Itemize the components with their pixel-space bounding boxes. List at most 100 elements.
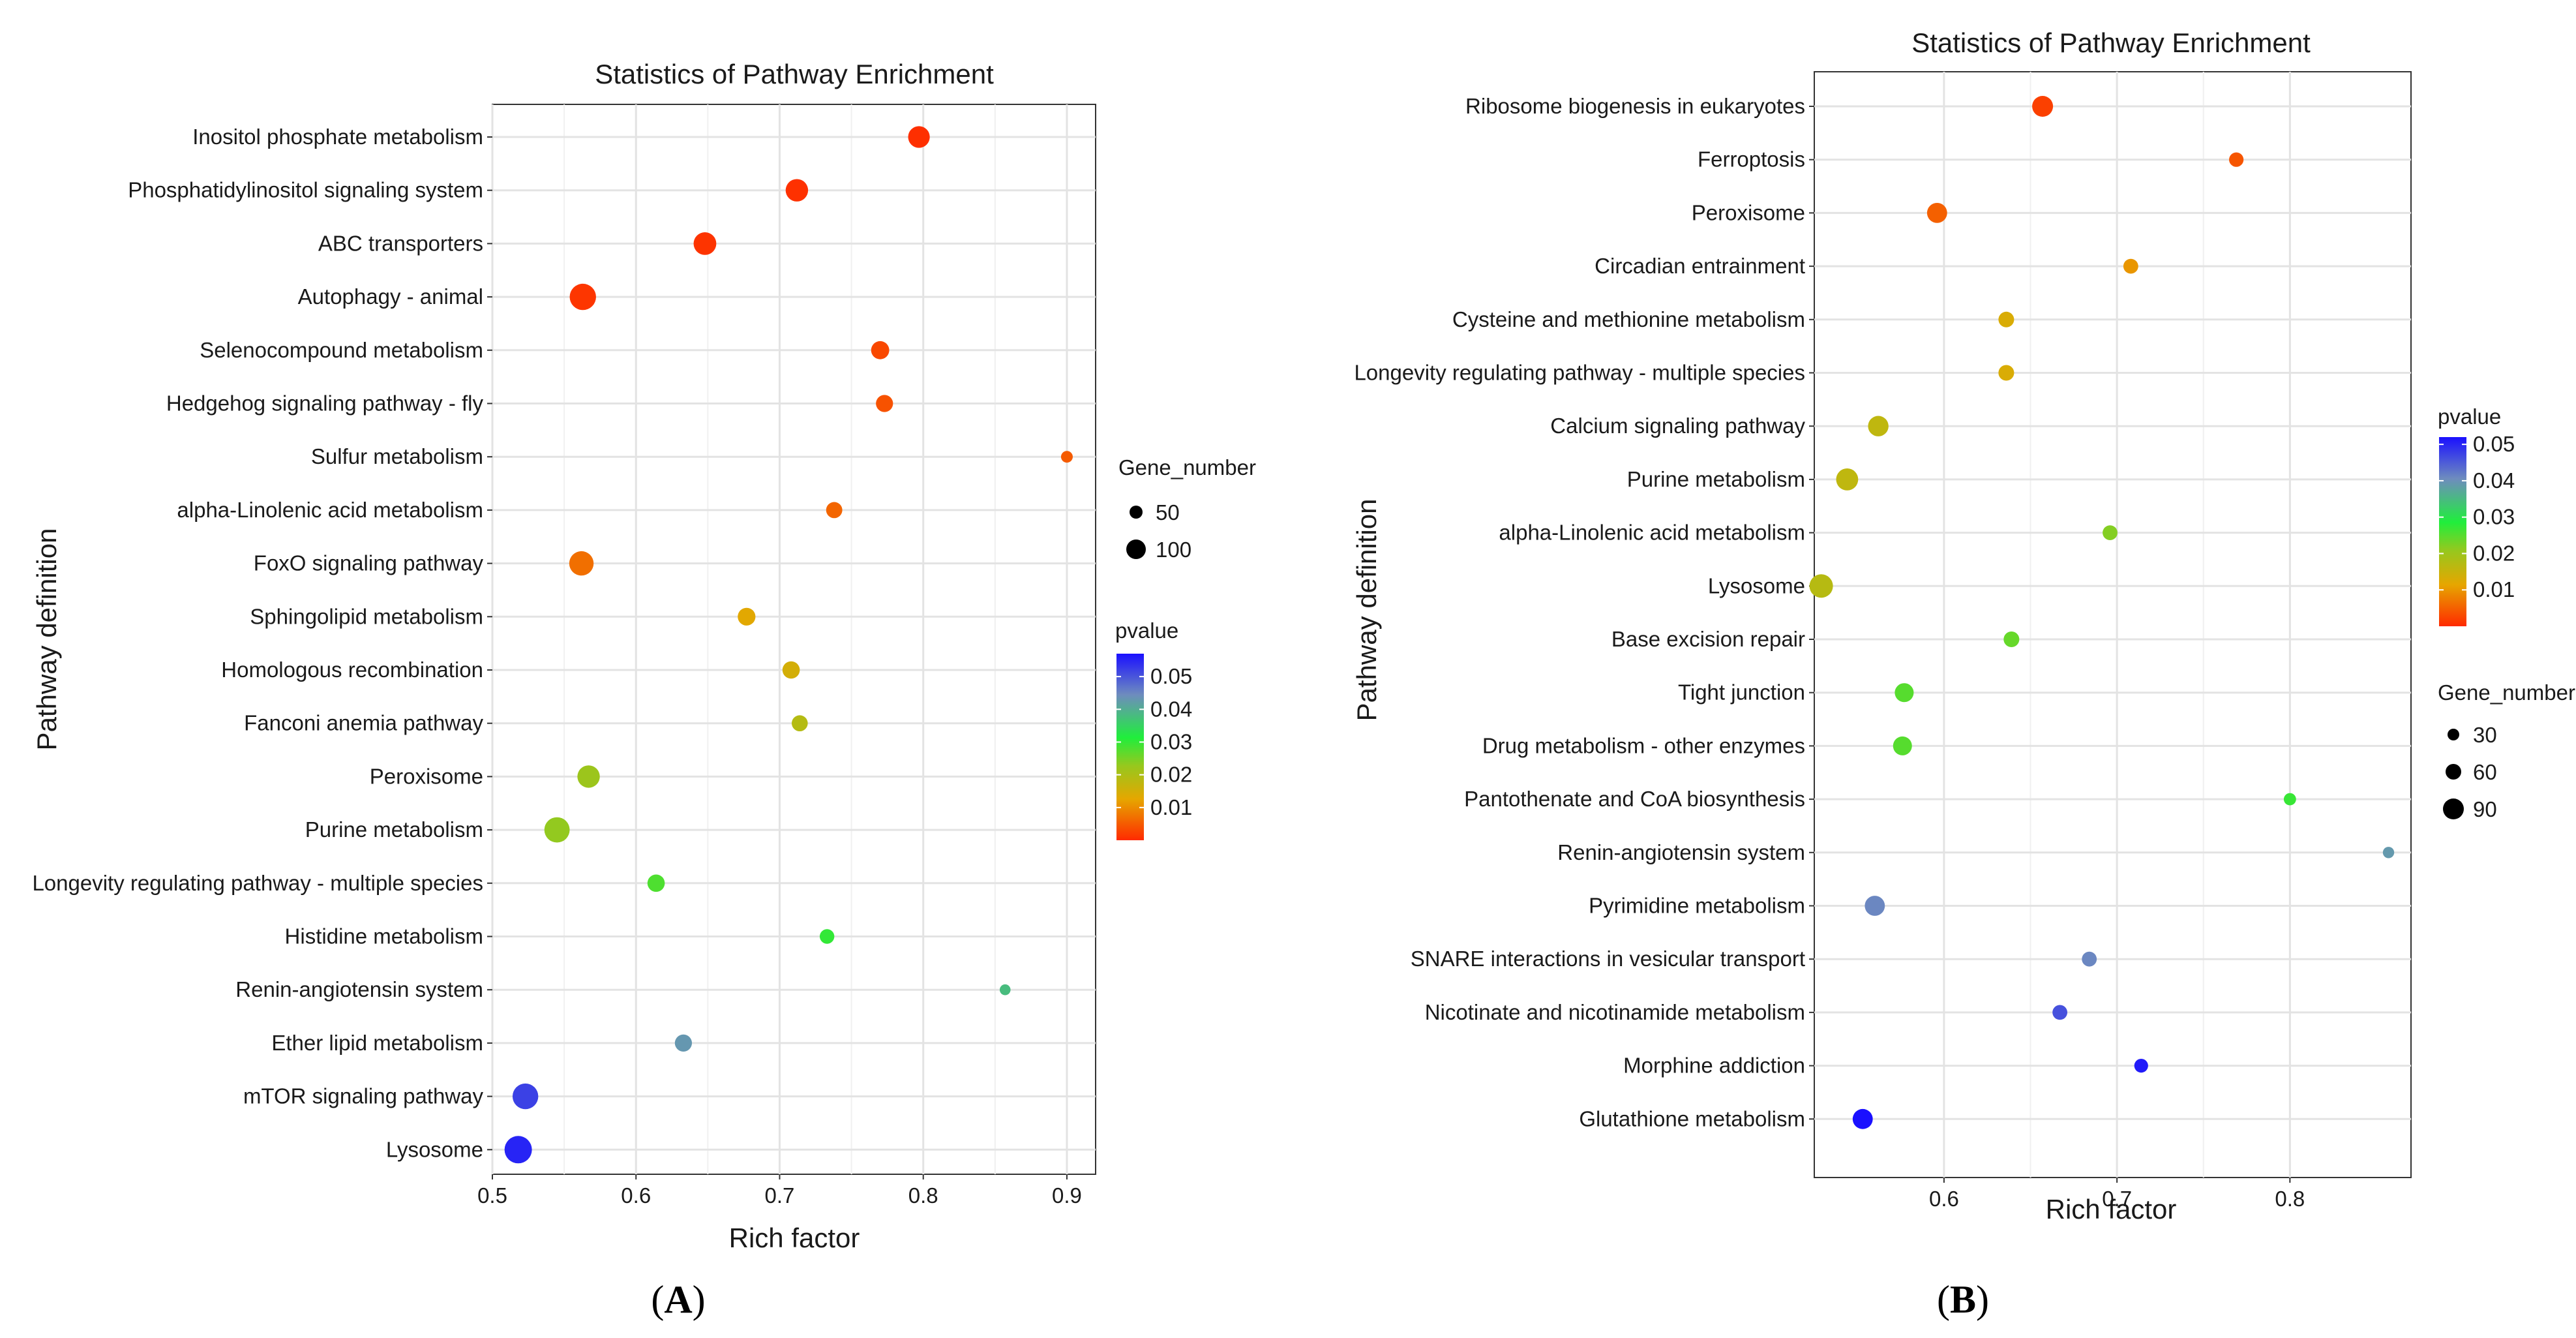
b-category-label: Pantothenate and CoA biosynthesis: [1464, 787, 1805, 811]
a-x-tick-label: 0.6: [621, 1183, 651, 1208]
a-point: [871, 341, 890, 359]
b-point: [2229, 152, 2244, 167]
b-category-label: Longevity regulating pathway - multiple …: [1354, 361, 1805, 385]
panel-b-size-legend: Gene_number 30 60 90: [2438, 680, 2575, 821]
panel-a-letter: A: [664, 1278, 692, 1321]
b-x-tick-label: 0.6: [1929, 1187, 1959, 1211]
a-colorbar-tick-label: 0.04: [1150, 697, 1192, 721]
a-category-label: Selenocompound metabolism: [200, 338, 483, 362]
b-category-label: Lysosome: [1708, 573, 1805, 598]
panel-a-gridlines: [491, 104, 1096, 1174]
a-category-label: ABC transporters: [318, 231, 483, 255]
panel-a-size-legend-value-1: 50: [1156, 500, 1180, 525]
a-colorbar-tick-label: 0.05: [1150, 664, 1192, 688]
panel-b-size-legend-value-1: 30: [2473, 723, 2497, 747]
b-point: [2283, 793, 2296, 806]
panel-b-color-legend: pvalue 0.05 0.04 0.03 0.02 0.01: [2438, 404, 2515, 626]
panel-b-size-legend-dot-3: [2443, 798, 2464, 819]
panel-b-letter: B: [1950, 1278, 1976, 1321]
a-point: [785, 179, 809, 202]
b-point: [1998, 365, 2014, 381]
panel-b-color-bar: [2439, 437, 2466, 626]
panel-b-color-legend-title: pvalue: [2438, 404, 2501, 429]
a-category-label: Inositol phosphate metabolism: [192, 125, 483, 149]
panel-a-x-ticks: 0.5 0.6 0.7 0.8 0.9: [477, 1174, 1082, 1208]
a-point: [826, 502, 843, 519]
b-category-label: Peroxisome: [1692, 200, 1805, 224]
b-category-label: Cysteine and methionine metabolism: [1452, 307, 1805, 331]
panel-a-points: [504, 126, 1073, 1164]
panel-b-size-legend-value-2: 60: [2473, 760, 2497, 784]
panel-b-category-labels: Ribosome biogenesis in eukaryotes Ferropt…: [1354, 94, 1814, 1131]
a-point: [569, 283, 596, 311]
b-point: [2134, 1059, 2148, 1073]
panel-b-color-bar-ticks: 0.05 0.04 0.03 0.02 0.01: [2439, 432, 2515, 601]
a-category-label: Longevity regulating pathway - multiple …: [32, 871, 483, 895]
a-category-label: Sulfur metabolism: [311, 444, 483, 468]
a-x-tick-label: 0.5: [477, 1183, 507, 1208]
b-category-label: Calcium signaling pathway: [1550, 414, 1805, 438]
panel-b-x-ticks: 0.6 0.7 0.8: [1929, 1178, 2305, 1211]
a-x-tick-label: 0.9: [1052, 1183, 1082, 1208]
panel-b-plot-area: [1814, 71, 2412, 1178]
a-category-label: Sphingolipid metabolism: [250, 604, 483, 628]
b-point: [1809, 574, 1833, 598]
panel-a-title: Statistics of Pathway Enrichment: [595, 59, 994, 89]
panel-b-size-legend-dot-2: [2446, 764, 2461, 780]
b-category-label: Ferroptosis: [1698, 147, 1805, 172]
panel-b-size-legend-title: Gene_number: [2438, 680, 2575, 705]
a-point: [908, 126, 930, 148]
b-category-label: Pyrimidine metabolism: [1589, 894, 1805, 918]
b-point: [1852, 1108, 1873, 1129]
panel-b-y-axis-label: Pathway definition: [1351, 499, 1382, 722]
a-x-tick-label: 0.7: [765, 1183, 795, 1208]
a-colorbar-tick-label: 0.02: [1150, 763, 1192, 787]
panel-a-color-legend: pvalue 0.05 0.04 0.03 0.02 0.01: [1115, 618, 1192, 840]
b-point: [2382, 847, 2395, 859]
b-x-tick-label: 0.7: [2102, 1187, 2132, 1211]
panel-b: Statistics of Pathway Enrichment Ribosom…: [1351, 27, 2575, 1321]
b-point: [1893, 736, 1912, 755]
panel-a-color-bar-ticks: 0.05 0.04 0.03 0.02 0.01: [1116, 664, 1192, 819]
a-colorbar-tick-label: 0.03: [1150, 729, 1192, 753]
b-point: [2032, 96, 2054, 117]
a-category-label: Autophagy - animal: [298, 284, 483, 309]
b-category-label: Nicotinate and nicotinamide metabolism: [1425, 1000, 1805, 1024]
a-point: [876, 395, 893, 412]
panel-a-label: (A): [651, 1278, 705, 1321]
panel-a-x-axis-label: Rich factor: [729, 1223, 860, 1253]
a-point: [647, 874, 665, 892]
a-point: [577, 765, 600, 788]
a-category-label: Homologous recombination: [221, 658, 483, 682]
panel-a-size-legend-dot-1: [1130, 506, 1143, 519]
panel-a-category-labels: Inositol phosphate metabolism Phosphatidy…: [32, 125, 492, 1161]
a-category-label: Lysosome: [386, 1137, 483, 1161]
b-point: [1895, 683, 1914, 703]
a-point: [738, 607, 756, 626]
b-category-label: Glutathione metabolism: [1579, 1106, 1805, 1131]
a-point: [1060, 451, 1073, 463]
panel-a-size-legend-value-2: 100: [1156, 538, 1191, 562]
a-colorbar-tick-label: 0.01: [1150, 795, 1192, 819]
a-point: [999, 984, 1011, 996]
b-point: [1865, 896, 1885, 916]
b-colorbar-tick-label: 0.02: [2473, 541, 2515, 565]
panel-b-title: Statistics of Pathway Enrichment: [1911, 27, 2311, 58]
b-point: [1998, 311, 2014, 327]
panel-b-points: [1809, 96, 2395, 1129]
b-colorbar-tick-label: 0.03: [2473, 505, 2515, 529]
b-category-label: Renin-angiotensin system: [1557, 840, 1805, 864]
b-point: [2003, 631, 2020, 647]
b-colorbar-tick-label: 0.04: [2473, 468, 2515, 493]
b-point: [2103, 525, 2118, 540]
a-point: [782, 661, 800, 679]
a-category-label: alpha-Linolenic acid metabolism: [177, 498, 483, 522]
a-point: [819, 929, 835, 944]
b-point: [2082, 951, 2097, 967]
b-colorbar-tick-label: 0.01: [2473, 577, 2515, 601]
a-point: [674, 1034, 693, 1052]
a-category-label: mTOR signaling pathway: [243, 1084, 484, 1108]
a-x-tick-label: 0.8: [908, 1183, 938, 1208]
a-category-label: Renin-angiotensin system: [235, 977, 483, 1001]
a-point: [512, 1083, 539, 1110]
